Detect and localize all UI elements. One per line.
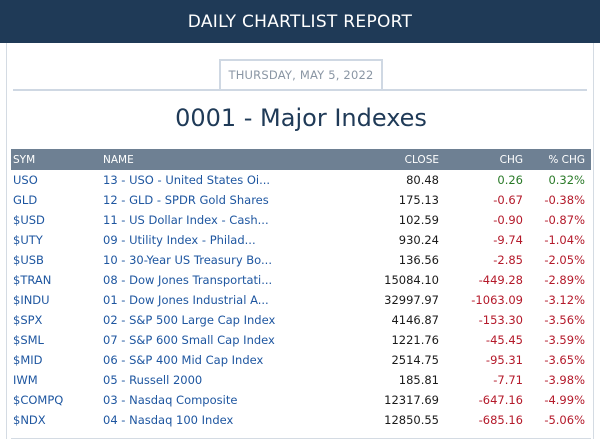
change-value: -153.30 <box>478 313 523 327</box>
table-body: USO 13 - USO - United States Oi... 80.48 0.… <box>11 170 591 430</box>
table-row[interactable]: $UTY 09 - Utility Index - Philad... 930.24… <box>11 230 591 250</box>
close-value: 930.24 <box>398 233 439 247</box>
chartlist-title: 0001 - Major Indexes <box>175 104 427 132</box>
symbol-link[interactable]: $COMPQ <box>13 393 64 407</box>
column-header-pct-chg[interactable]: % CHG <box>548 153 585 166</box>
close-value: 136.56 <box>398 253 439 267</box>
percent-change-value: -0.87% <box>544 213 585 227</box>
percent-change-value: -3.12% <box>544 293 585 307</box>
report-date: THURSDAY, MAY 5, 2022 <box>228 68 374 82</box>
change-value: -0.67 <box>493 193 523 207</box>
percent-change-value: -2.89% <box>544 273 585 287</box>
table-row[interactable]: $USB 10 - 30-Year US Treasury Bo... 136.56… <box>11 250 591 270</box>
percent-change-value: -3.56% <box>544 313 585 327</box>
percent-change-value: 0.32% <box>548 173 585 187</box>
table-row[interactable]: $SPX 02 - S&P 500 Large Cap Index 4146.87 -… <box>11 310 591 330</box>
symbol-link[interactable]: $UTY <box>13 233 43 247</box>
table-row[interactable]: USO 13 - USO - United States Oi... 80.48 0.… <box>11 170 591 190</box>
percent-change-value: -3.59% <box>544 333 585 347</box>
column-header-close[interactable]: CLOSE <box>404 153 439 166</box>
symbol-link[interactable]: $USD <box>13 213 45 227</box>
symbol-link[interactable]: IWM <box>13 373 38 387</box>
symbol-link[interactable]: $NDX <box>13 413 46 427</box>
symbol-link[interactable]: USO <box>13 173 38 187</box>
close-value: 2514.75 <box>391 353 439 367</box>
name-link[interactable]: 13 - USO - United States Oi... <box>103 173 271 187</box>
change-value: -449.28 <box>478 273 523 287</box>
close-value: 15084.10 <box>384 273 439 287</box>
table-row[interactable]: $COMPQ 03 - Nasdaq Composite 12317.69 -647.… <box>11 390 591 410</box>
close-value: 102.59 <box>398 213 439 227</box>
table-row[interactable]: $TRAN 08 - Dow Jones Transportati... 15084… <box>11 270 591 290</box>
percent-change-value: -3.98% <box>544 373 585 387</box>
symbol-link[interactable]: $SML <box>13 333 44 347</box>
change-value: -9.74 <box>493 233 523 247</box>
percent-change-value: -1.04% <box>544 233 585 247</box>
percent-change-value: -4.99% <box>544 393 585 407</box>
change-value: -2.85 <box>493 253 523 267</box>
close-value: 12317.69 <box>384 393 439 407</box>
close-value: 4146.87 <box>391 313 439 327</box>
table-row[interactable]: $USD 11 - US Dollar Index - Cash... 102.59… <box>11 210 591 230</box>
name-link[interactable]: 03 - Nasdaq Composite <box>103 393 238 407</box>
change-value: 0.26 <box>497 173 523 187</box>
percent-change-value: -0.38% <box>544 193 585 207</box>
change-value: -7.71 <box>493 373 523 387</box>
chartlist-table: SYM NAME CLOSE CHG % CHG USO 13 - USO - U… <box>11 149 591 430</box>
change-value: -45.45 <box>485 333 523 347</box>
name-link[interactable]: 04 - Nasdaq 100 Index <box>103 413 234 427</box>
percent-change-value: -5.06% <box>544 413 585 427</box>
report-header: DAILY CHARTLIST REPORT <box>0 0 600 43</box>
change-value: -1063.09 <box>471 293 523 307</box>
name-link[interactable]: 05 - Russell 2000 <box>103 373 203 387</box>
table-row[interactable]: $INDU 01 - Dow Jones Industrial A... 32997… <box>11 290 591 310</box>
table-header: SYM NAME CLOSE CHG % CHG <box>11 149 591 170</box>
table-row[interactable]: $MID 06 - S&P 400 Mid Cap Index 2514.75 -95… <box>11 350 591 370</box>
symbol-link[interactable]: $SPX <box>13 313 43 327</box>
close-value: 185.81 <box>398 373 439 387</box>
date-tab: THURSDAY, MAY 5, 2022 <box>219 59 383 89</box>
name-link[interactable]: 11 - US Dollar Index - Cash... <box>103 213 269 227</box>
name-link[interactable]: 10 - 30-Year US Treasury Bo... <box>103 253 272 267</box>
change-value: -0.90 <box>493 213 523 227</box>
close-value: 80.48 <box>406 173 439 187</box>
close-value: 32997.97 <box>384 293 439 307</box>
percent-change-value: -2.05% <box>544 253 585 267</box>
column-header-sym[interactable]: SYM <box>13 153 36 166</box>
table-row[interactable]: IWM 05 - Russell 2000 185.81 -7.71 -3.98% <box>11 370 591 390</box>
change-value: -685.16 <box>478 413 523 427</box>
symbol-link[interactable]: $USB <box>13 253 44 267</box>
name-link[interactable]: 01 - Dow Jones Industrial A... <box>103 293 269 307</box>
table-row[interactable]: $SML 07 - S&P 600 Small Cap Index 1221.76 -… <box>11 330 591 350</box>
change-value: -95.31 <box>485 353 523 367</box>
column-header-chg[interactable]: CHG <box>499 153 523 166</box>
name-link[interactable]: 12 - GLD - SPDR Gold Shares <box>103 193 269 207</box>
symbol-link[interactable]: GLD <box>13 193 38 207</box>
date-divider <box>13 89 587 91</box>
table-row[interactable]: $NDX 04 - Nasdaq 100 Index 12850.55 -685.16… <box>11 410 591 430</box>
table-row[interactable]: GLD 12 - GLD - SPDR Gold Shares 175.13 -0.6… <box>11 190 591 210</box>
name-link[interactable]: 02 - S&P 500 Large Cap Index <box>103 313 276 327</box>
name-link[interactable]: 09 - Utility Index - Philad... <box>103 233 256 247</box>
close-value: 12850.55 <box>384 413 439 427</box>
name-link[interactable]: 06 - S&P 400 Mid Cap Index <box>103 353 264 367</box>
column-header-name[interactable]: NAME <box>103 153 134 166</box>
report-header-title: DAILY CHARTLIST REPORT <box>187 11 413 32</box>
name-link[interactable]: 08 - Dow Jones Transportati... <box>103 273 273 287</box>
report-body: THURSDAY, MAY 5, 2022 0001 - Major Index… <box>6 43 594 439</box>
name-link[interactable]: 07 - S&P 600 Small Cap Index <box>103 333 275 347</box>
percent-change-value: -3.65% <box>544 353 585 367</box>
symbol-link[interactable]: $TRAN <box>13 273 52 287</box>
close-value: 175.13 <box>398 193 439 207</box>
change-value: -647.16 <box>478 393 523 407</box>
symbol-link[interactable]: $MID <box>13 353 43 367</box>
symbol-link[interactable]: $INDU <box>13 293 50 307</box>
close-value: 1221.76 <box>391 333 439 347</box>
